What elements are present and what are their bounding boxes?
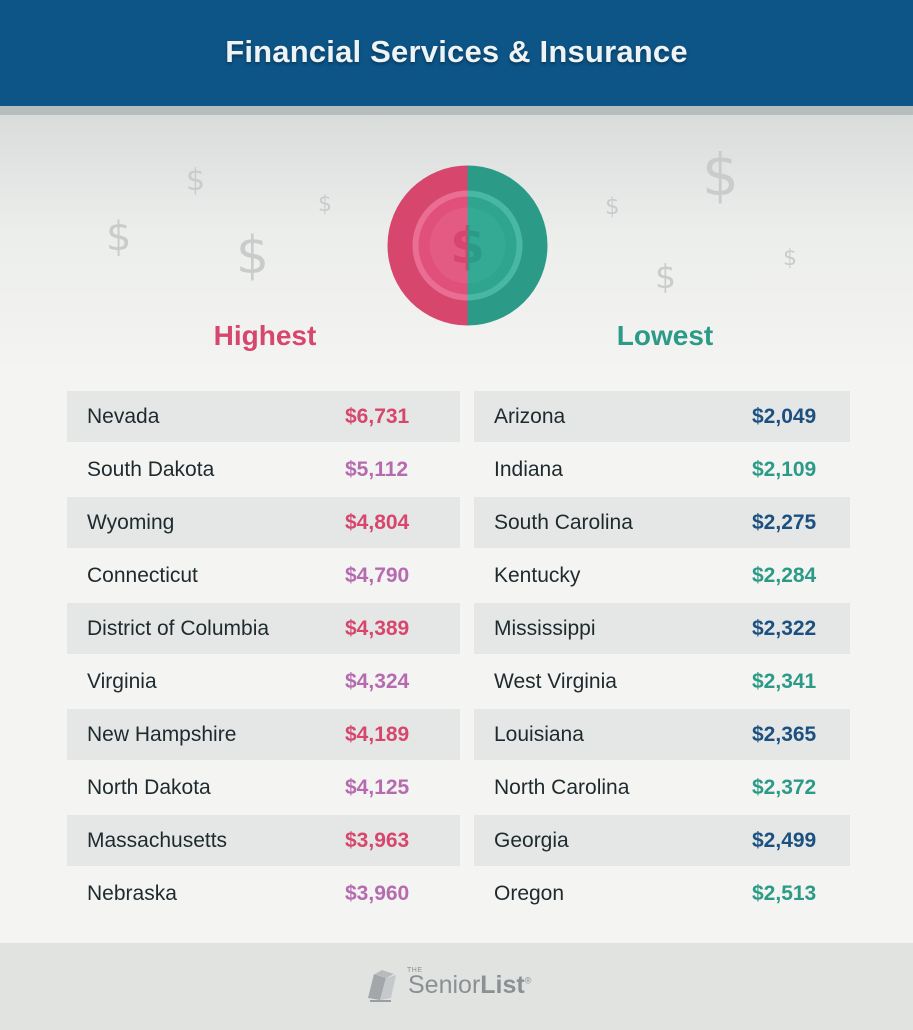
logo-the: THE: [407, 967, 423, 974]
highest-heading: Highest: [213, 320, 317, 351]
dollar-sign-icon: $: [236, 226, 270, 286]
table-row: South Dakota $5,112: [67, 443, 460, 496]
state-name: Virginia: [87, 669, 157, 693]
table-row: Kentucky $2,284: [474, 549, 850, 602]
cost-value: $4,189: [345, 722, 410, 746]
table-row: Nevada $6,731: [67, 391, 460, 442]
table-row: Virginia $4,324: [67, 655, 460, 708]
cost-value: $2,284: [752, 563, 817, 587]
table-row: Georgia $2,499: [474, 815, 850, 866]
cost-value: $4,389: [345, 616, 410, 640]
footer-bar: [0, 943, 913, 1030]
cost-value: $5,112: [345, 457, 409, 481]
state-name: Wyoming: [87, 510, 175, 534]
table-row: Wyoming $4,804: [67, 497, 460, 548]
svg-text:$: $: [450, 217, 485, 275]
table-row: Oregon $2,513: [474, 867, 850, 920]
highest-table: Nevada $6,731 South Dakota $5,112 Wyoming $4,…: [67, 390, 460, 920]
cost-value: $2,322: [752, 616, 817, 640]
cost-value: $2,372: [752, 775, 817, 799]
table-row: Connecticut $4,790: [67, 549, 460, 602]
dollar-sign-icon: $: [655, 257, 676, 296]
table-row: Louisiana $2,365: [474, 709, 850, 760]
state-name: West Virginia: [494, 669, 617, 693]
state-name: Nevada: [87, 404, 160, 428]
svg-text:$: $: [450, 217, 485, 275]
cost-value: $4,790: [345, 563, 410, 587]
dollar-sign-icon: $: [783, 246, 797, 271]
table-row: West Virginia $2,341: [474, 655, 850, 708]
state-name: Louisiana: [494, 722, 584, 746]
lowest-heading: Lowest: [616, 320, 714, 351]
cost-value: $3,963: [345, 828, 410, 852]
state-name: South Carolina: [494, 510, 633, 534]
lowest-table: Arizona $2,049 Indiana $2,109 South Carolina…: [474, 390, 850, 920]
state-name: New Hampshire: [87, 722, 237, 746]
cost-value: $4,324: [345, 669, 410, 693]
dollar-sign-icon: $: [702, 141, 739, 209]
table-row: Nebraska $3,960: [67, 867, 460, 920]
cost-value: $2,275: [752, 510, 817, 534]
cost-value: $2,513: [752, 881, 817, 905]
cost-value: $2,499: [752, 828, 817, 852]
table-row: Indiana $2,109: [474, 443, 850, 496]
page-title: Financial Services & Insurance: [225, 34, 688, 69]
table-row: North Carolina $2,372: [474, 761, 850, 814]
coin-icon: $ $: [387, 165, 548, 326]
state-name: Georgia: [494, 828, 569, 852]
state-name: Indiana: [494, 457, 563, 481]
header-bar: Financial Services & Insurance: [0, 0, 913, 115]
state-name: Kentucky: [494, 563, 581, 587]
table-row: Massachusetts $3,963: [67, 815, 460, 866]
table-row: Arizona $2,049: [474, 391, 850, 442]
cost-value: $2,109: [752, 457, 817, 481]
seniorlist-logo: THE SeniorList®: [366, 965, 531, 1005]
state-name: Arizona: [494, 404, 566, 428]
cost-value: $2,049: [752, 404, 817, 428]
state-name: North Carolina: [494, 775, 630, 799]
logo-wordmark: SeniorList®: [408, 970, 532, 999]
cost-value: $6,731: [345, 404, 410, 428]
state-name: Oregon: [494, 881, 565, 905]
state-name: Connecticut: [87, 563, 198, 587]
table-row: Mississippi $2,322: [474, 603, 850, 654]
dollar-sign-icon: $: [186, 163, 206, 198]
book-icon: [368, 970, 396, 1002]
state-name: Massachusetts: [87, 828, 228, 852]
dollar-sign-icon: $: [106, 214, 132, 260]
cost-value: $4,125: [345, 775, 410, 799]
cost-value: $4,804: [345, 510, 410, 534]
state-name: Mississippi: [494, 616, 596, 640]
state-name: District of Columbia: [87, 616, 270, 640]
state-name: Nebraska: [87, 881, 177, 905]
cost-value: $2,365: [752, 722, 817, 746]
state-name: South Dakota: [87, 457, 215, 481]
dollar-sign-icon: $: [318, 192, 332, 217]
cost-value: $2,341: [752, 669, 817, 693]
table-row: North Dakota $4,125: [67, 761, 460, 814]
state-name: North Dakota: [87, 775, 211, 799]
table-row: District of Columbia $4,389: [67, 603, 460, 654]
dollar-sign-icon: $: [605, 194, 620, 220]
table-row: New Hampshire $4,189: [67, 709, 460, 760]
cost-value: $3,960: [345, 881, 410, 905]
table-row: South Carolina $2,275: [474, 497, 850, 548]
